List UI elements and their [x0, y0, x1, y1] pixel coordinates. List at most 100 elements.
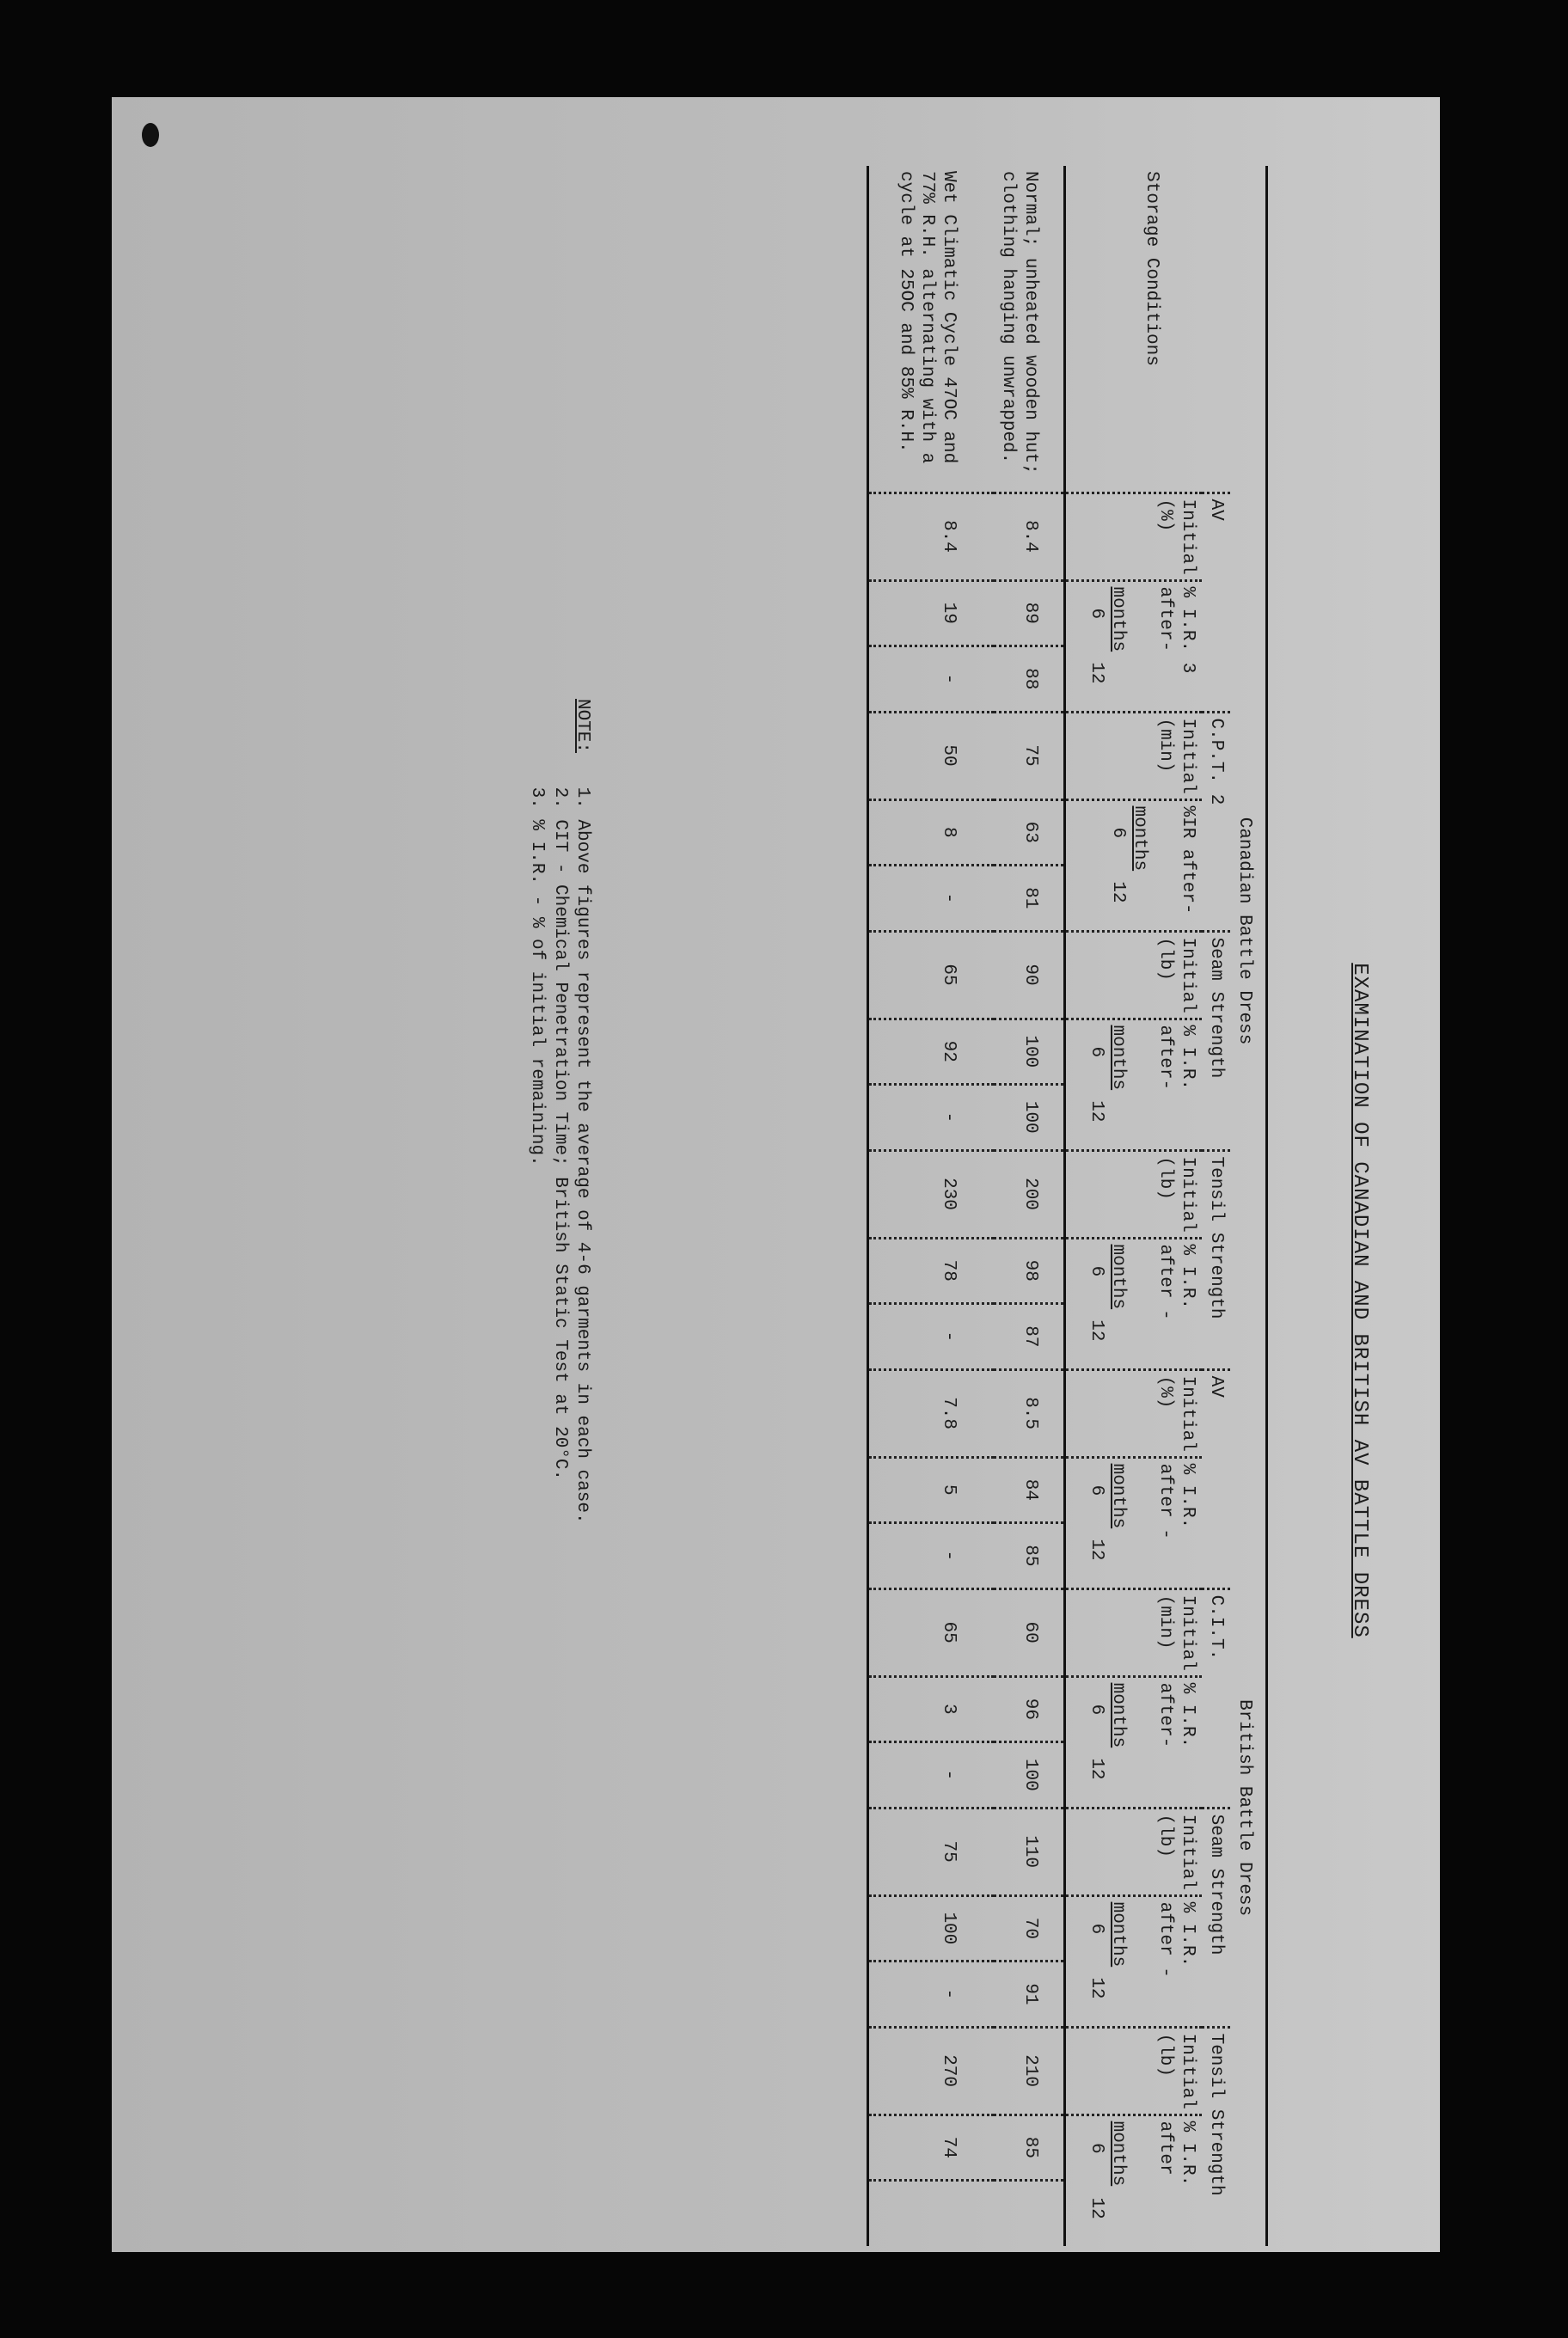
value-cell: 50	[867, 712, 995, 799]
results-table: Storage Conditions Canadian Battle Dress B…	[867, 166, 1268, 2247]
month-columns: 6 12	[1086, 1245, 1107, 1363]
after-label: % I.R. 3 after-	[1155, 586, 1197, 674]
value-cell: 92	[867, 1019, 995, 1085]
note-item: 2. CIT - Chemical Penetration Time; Brit…	[549, 786, 570, 1481]
value-cell: 8.4	[867, 493, 995, 580]
initial-header: Initial (lb)	[1064, 931, 1202, 1019]
month-columns: 6 12	[1086, 587, 1107, 706]
month-label: 6	[1087, 1923, 1107, 1935]
initial-header: Initial (%)	[1064, 493, 1202, 580]
month-label: 6	[1087, 2143, 1107, 2154]
month-label: 6	[1087, 1046, 1107, 1058]
after-header: % I.R. after-months 6 12	[1064, 1676, 1202, 1809]
value-cell: 8	[867, 799, 995, 866]
value-cell: 230	[867, 1150, 995, 1238]
value-cell: 85	[994, 2115, 1065, 2181]
value-cell: 100	[994, 1084, 1065, 1150]
group-header: Canadian Battle Dress	[1229, 493, 1267, 1370]
after-header: %IR after-months 6 12	[1064, 799, 1202, 931]
value-cell: 84	[994, 1457, 1065, 1523]
value-cell: 87	[994, 1303, 1065, 1370]
months-label: months	[1108, 1244, 1129, 1310]
notes: NOTE: 1. Above figures represent the ave…	[525, 699, 593, 1524]
value-cell: 63	[994, 799, 1065, 866]
value-cell: -	[867, 646, 995, 712]
value-cell: 81	[994, 865, 1065, 931]
month-label: 12	[1087, 662, 1107, 684]
months-label: months	[1130, 805, 1150, 872]
test-header: AV	[1201, 493, 1230, 712]
after-header: % I.R. after months 6 12	[1064, 2115, 1202, 2247]
after-label: % I.R. after	[1155, 2121, 1197, 2187]
month-columns: 6 12	[1086, 1902, 1107, 2021]
value-cell: 65	[867, 1588, 995, 1677]
note-item: 1. Above figures represent the average o…	[573, 786, 592, 1524]
value-cell: 70	[994, 1895, 1065, 1962]
value-cell: 91	[994, 1961, 1065, 2028]
conditions-cell: Wet Climatic Cycle 47OC and 77% R.H. alt…	[867, 166, 995, 493]
month-label: 6	[1108, 827, 1129, 839]
months-label: months	[1108, 1463, 1129, 1529]
value-cell: 100	[867, 1895, 995, 1962]
after-label: % I.R. after -	[1155, 1463, 1197, 1539]
month-columns: 6 12	[1107, 806, 1129, 925]
data-row: Wet Climatic Cycle 47OC and 77% R.H. alt…	[867, 166, 995, 2247]
data-row: Normal; unheated wooden hut; clothing ha…	[994, 166, 1065, 2247]
note-item: 3. % I.R. - % of initial remaining.	[527, 786, 548, 1166]
initial-header: Initial (lb)	[1064, 2027, 1202, 2115]
month-columns: 6 12	[1086, 1683, 1107, 1802]
month-label: 6	[1087, 1484, 1107, 1496]
value-cell: 8.4	[994, 493, 1065, 580]
value-cell: 200	[994, 1150, 1065, 1238]
value-cell: -	[867, 865, 995, 931]
after-header: % I.R. 3 after-months 6 12	[1064, 580, 1202, 712]
months-label: months	[1108, 586, 1129, 652]
value-cell	[867, 2180, 995, 2247]
test-header: C.I.T.	[1201, 1588, 1230, 1809]
value-cell: 60	[994, 1588, 1065, 1677]
document-page: EXAMINATION OF CANADIAN AND BRITISH AV B…	[112, 97, 1440, 2252]
test-header: Seam Strength	[1201, 931, 1230, 1150]
after-label: % I.R. after -	[1155, 1901, 1197, 1978]
initial-header: Initial (%)	[1064, 1369, 1202, 1458]
test-header: AV	[1201, 1369, 1230, 1589]
initial-header: Initial (lb)	[1064, 1808, 1202, 1896]
test-header: Tensil Strength	[1201, 1150, 1230, 1370]
value-cell: 19	[867, 580, 995, 646]
value-cell: 100	[994, 1741, 1065, 1809]
after-header: % I.R. after - months 6 12	[1064, 1895, 1202, 2028]
after-header: % I.R. after - months 6 12	[1064, 1457, 1202, 1589]
test-header: Tensil Strength	[1201, 2027, 1230, 2247]
months-label: months	[1108, 1025, 1129, 1091]
month-columns: 6 12	[1086, 2121, 1107, 2242]
after-label: % I.R. after-	[1155, 1682, 1197, 1748]
value-cell: -	[867, 1303, 995, 1370]
initial-header: Initial (lb)	[1064, 1150, 1202, 1238]
group-row: Storage Conditions Canadian Battle Dress B…	[1064, 166, 1267, 2247]
value-cell: 85	[994, 1522, 1065, 1589]
value-cell: -	[867, 1522, 995, 1589]
value-cell: -	[867, 1961, 995, 2028]
value-cell: 110	[994, 1808, 1065, 1896]
month-label: 12	[1087, 1977, 1107, 1999]
after-header: % I.R. after-months 6 12	[1064, 1019, 1202, 1150]
value-cell: 65	[867, 931, 995, 1019]
value-cell: 75	[994, 712, 1065, 799]
value-cell: 8.5	[994, 1369, 1065, 1458]
value-cell: 270	[867, 2027, 995, 2115]
value-cell	[994, 2180, 1065, 2247]
value-cell: 89	[994, 580, 1065, 646]
conditions-cell: Normal; unheated wooden hut; clothing ha…	[994, 166, 1065, 493]
value-cell: 3	[867, 1676, 995, 1742]
value-cell: -	[867, 1741, 995, 1809]
month-columns: 6 12	[1086, 1025, 1107, 1144]
month-label: 6	[1087, 1704, 1107, 1716]
month-label: 12	[1087, 1100, 1107, 1123]
value-cell: 98	[994, 1238, 1065, 1304]
initial-header: Initial (min)	[1064, 1588, 1202, 1677]
month-columns: 6 12	[1086, 1464, 1107, 1582]
month-label: 12	[1087, 1758, 1107, 1780]
month-label: 6	[1087, 1265, 1107, 1277]
group-header: British Battle Dress	[1229, 1369, 1267, 2247]
